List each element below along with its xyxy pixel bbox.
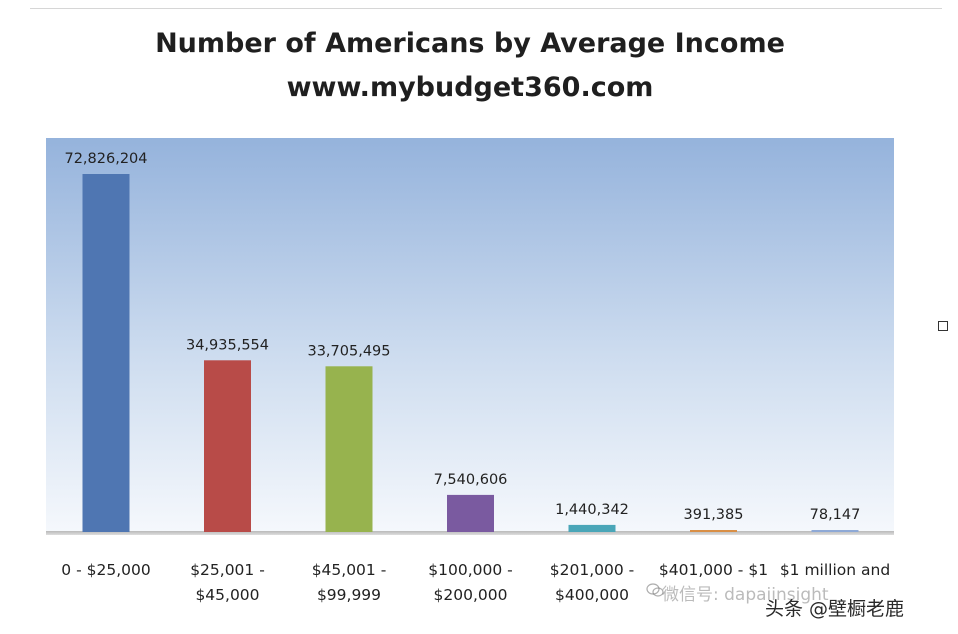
- bar: [447, 494, 494, 532]
- toutiao-watermark: 头条 @壁橱老鹿: [765, 598, 905, 620]
- plot-area-background: [46, 138, 894, 532]
- category-tick-label: $400,000: [555, 586, 629, 604]
- value-label: 72,826,204: [64, 151, 147, 167]
- top-border-line: [30, 8, 942, 9]
- value-label: 1,440,342: [555, 502, 629, 518]
- chart-subtitle: www.mybudget360.com: [286, 72, 654, 103]
- bar: [82, 174, 130, 532]
- wechat-watermark: 微信号: dapaiinsight: [662, 585, 829, 605]
- bar: [568, 524, 616, 532]
- plot-floor: [46, 531, 894, 535]
- value-label: 7,540,606: [434, 472, 508, 488]
- category-tick-label: $100,000 -: [428, 561, 512, 579]
- category-tick-label: $45,001 -: [312, 561, 387, 579]
- bar: [811, 530, 859, 532]
- value-label: 33,705,495: [307, 343, 390, 359]
- wechat-icon: [646, 583, 664, 597]
- category-tick-label: $201,000 -: [550, 561, 634, 579]
- value-label: 34,935,554: [186, 337, 269, 353]
- category-tick-label: $45,000: [195, 586, 259, 604]
- bar: [690, 530, 737, 532]
- value-label: 391,385: [684, 507, 744, 523]
- category-tick-label: $1 million and: [780, 561, 890, 579]
- value-label: 78,147: [810, 507, 861, 523]
- chart-title: Number of Americans by Average Income: [155, 28, 785, 59]
- category-tick-label: $99,999: [317, 586, 381, 604]
- bar: [325, 366, 373, 532]
- square-outline-icon: [938, 321, 948, 331]
- category-tick-label: $200,000: [434, 586, 508, 604]
- bar: [204, 360, 251, 532]
- category-tick-label: $401,000 - $1: [659, 561, 768, 579]
- category-tick-label: 0 - $25,000: [61, 561, 150, 579]
- category-tick-label: $25,001 -: [190, 561, 265, 579]
